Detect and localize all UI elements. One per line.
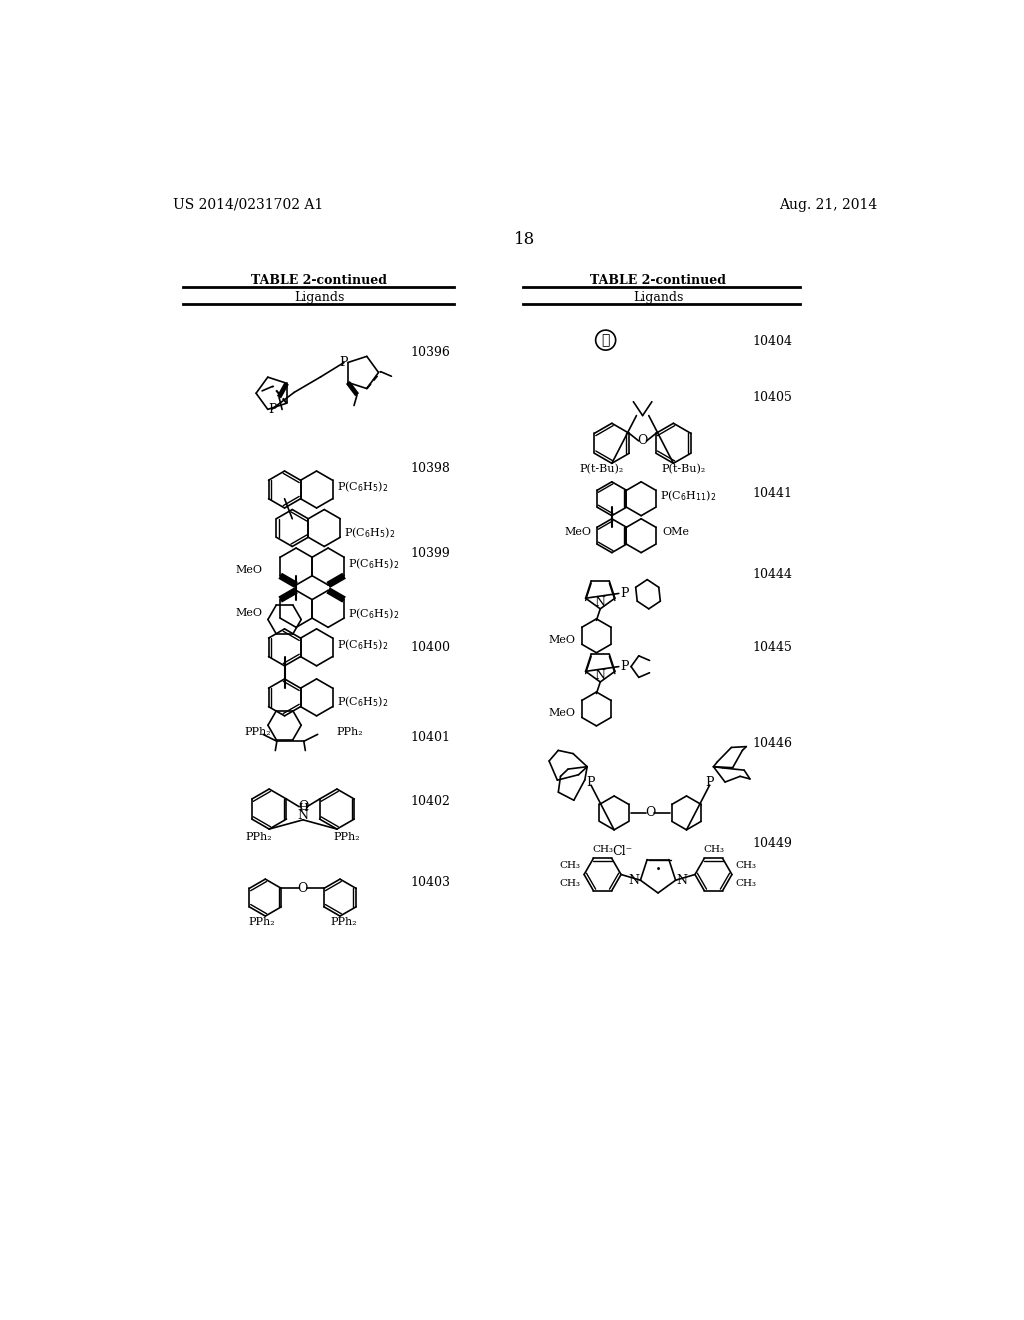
Text: Ligands: Ligands xyxy=(633,290,683,304)
Text: H: H xyxy=(298,803,308,813)
Text: O: O xyxy=(637,434,648,447)
Text: MeO: MeO xyxy=(549,708,575,718)
Text: N: N xyxy=(298,809,308,822)
Text: 10400: 10400 xyxy=(410,640,451,653)
Text: P(C$_6$H$_5$)$_2$: P(C$_6$H$_5$)$_2$ xyxy=(344,525,395,540)
Text: 10446: 10446 xyxy=(753,737,793,750)
Text: CH₃: CH₃ xyxy=(702,845,724,854)
Text: Aug. 21, 2014: Aug. 21, 2014 xyxy=(779,198,878,211)
Text: P: P xyxy=(706,776,714,788)
Text: TABLE 2-continued: TABLE 2-continued xyxy=(251,273,387,286)
Text: 10399: 10399 xyxy=(411,546,451,560)
Text: Cl⁻: Cl⁻ xyxy=(611,845,632,858)
Text: 10441: 10441 xyxy=(753,487,793,500)
Text: 10402: 10402 xyxy=(411,795,451,808)
Text: P: P xyxy=(621,660,629,673)
Text: P(C$_6$H$_5$)$_2$: P(C$_6$H$_5$)$_2$ xyxy=(348,606,399,620)
Text: PPh₂: PPh₂ xyxy=(331,917,357,927)
Text: P(t-Bu)₂: P(t-Bu)₂ xyxy=(580,465,624,475)
Text: 18: 18 xyxy=(514,231,536,248)
Text: TABLE 2-continued: TABLE 2-continued xyxy=(590,273,726,286)
Text: 10396: 10396 xyxy=(411,346,451,359)
Text: PPh₂: PPh₂ xyxy=(246,832,272,842)
Text: P(C$_6$H$_5$)$_2$: P(C$_6$H$_5$)$_2$ xyxy=(337,479,388,494)
Text: PPh₂: PPh₂ xyxy=(248,917,274,927)
Text: CH₃: CH₃ xyxy=(736,861,757,870)
Text: MeO: MeO xyxy=(564,527,591,537)
Text: O: O xyxy=(645,807,655,820)
Text: P(C$_6$H$_{11}$)$_2$: P(C$_6$H$_{11}$)$_2$ xyxy=(659,488,716,503)
Text: 10405: 10405 xyxy=(753,391,793,404)
Text: O: O xyxy=(297,882,308,895)
Text: P: P xyxy=(339,356,347,370)
Text: Ligands: Ligands xyxy=(294,290,344,304)
Text: P(C$_6$H$_5$)$_2$: P(C$_6$H$_5$)$_2$ xyxy=(337,638,388,652)
Text: 10401: 10401 xyxy=(410,731,451,744)
Text: OMe: OMe xyxy=(662,527,689,537)
Text: P: P xyxy=(587,776,595,788)
Text: N: N xyxy=(629,874,640,887)
Text: O: O xyxy=(298,800,308,813)
Text: PPh₂: PPh₂ xyxy=(337,727,364,737)
Text: 10403: 10403 xyxy=(410,875,451,888)
Text: 10445: 10445 xyxy=(753,640,793,653)
Text: N: N xyxy=(595,597,606,610)
Text: 10404: 10404 xyxy=(753,335,793,348)
Text: PPh₂: PPh₂ xyxy=(245,727,271,737)
Text: P: P xyxy=(621,587,629,601)
Text: CH₃: CH₃ xyxy=(736,879,757,888)
Text: ·: · xyxy=(654,859,662,880)
Text: CH₃: CH₃ xyxy=(559,879,581,888)
Text: CH₃: CH₃ xyxy=(559,861,581,870)
Text: MeO: MeO xyxy=(236,607,262,618)
Text: P(t-Bu)₂: P(t-Bu)₂ xyxy=(662,465,706,475)
Text: PPh₂: PPh₂ xyxy=(334,832,360,842)
Text: 10398: 10398 xyxy=(411,462,451,475)
Text: 10449: 10449 xyxy=(753,837,793,850)
Text: MeO: MeO xyxy=(549,635,575,644)
Text: ⑦: ⑦ xyxy=(601,333,610,347)
Text: MeO: MeO xyxy=(236,565,262,576)
Text: P(C$_6$H$_5$)$_2$: P(C$_6$H$_5$)$_2$ xyxy=(348,556,399,570)
Text: N: N xyxy=(676,874,687,887)
Text: 10444: 10444 xyxy=(753,568,793,581)
Text: N: N xyxy=(595,669,606,682)
Text: US 2014/0231702 A1: US 2014/0231702 A1 xyxy=(173,198,324,211)
Text: P: P xyxy=(268,403,276,416)
Text: P(C$_6$H$_5$)$_2$: P(C$_6$H$_5$)$_2$ xyxy=(337,694,388,709)
Text: CH₃: CH₃ xyxy=(592,845,613,854)
